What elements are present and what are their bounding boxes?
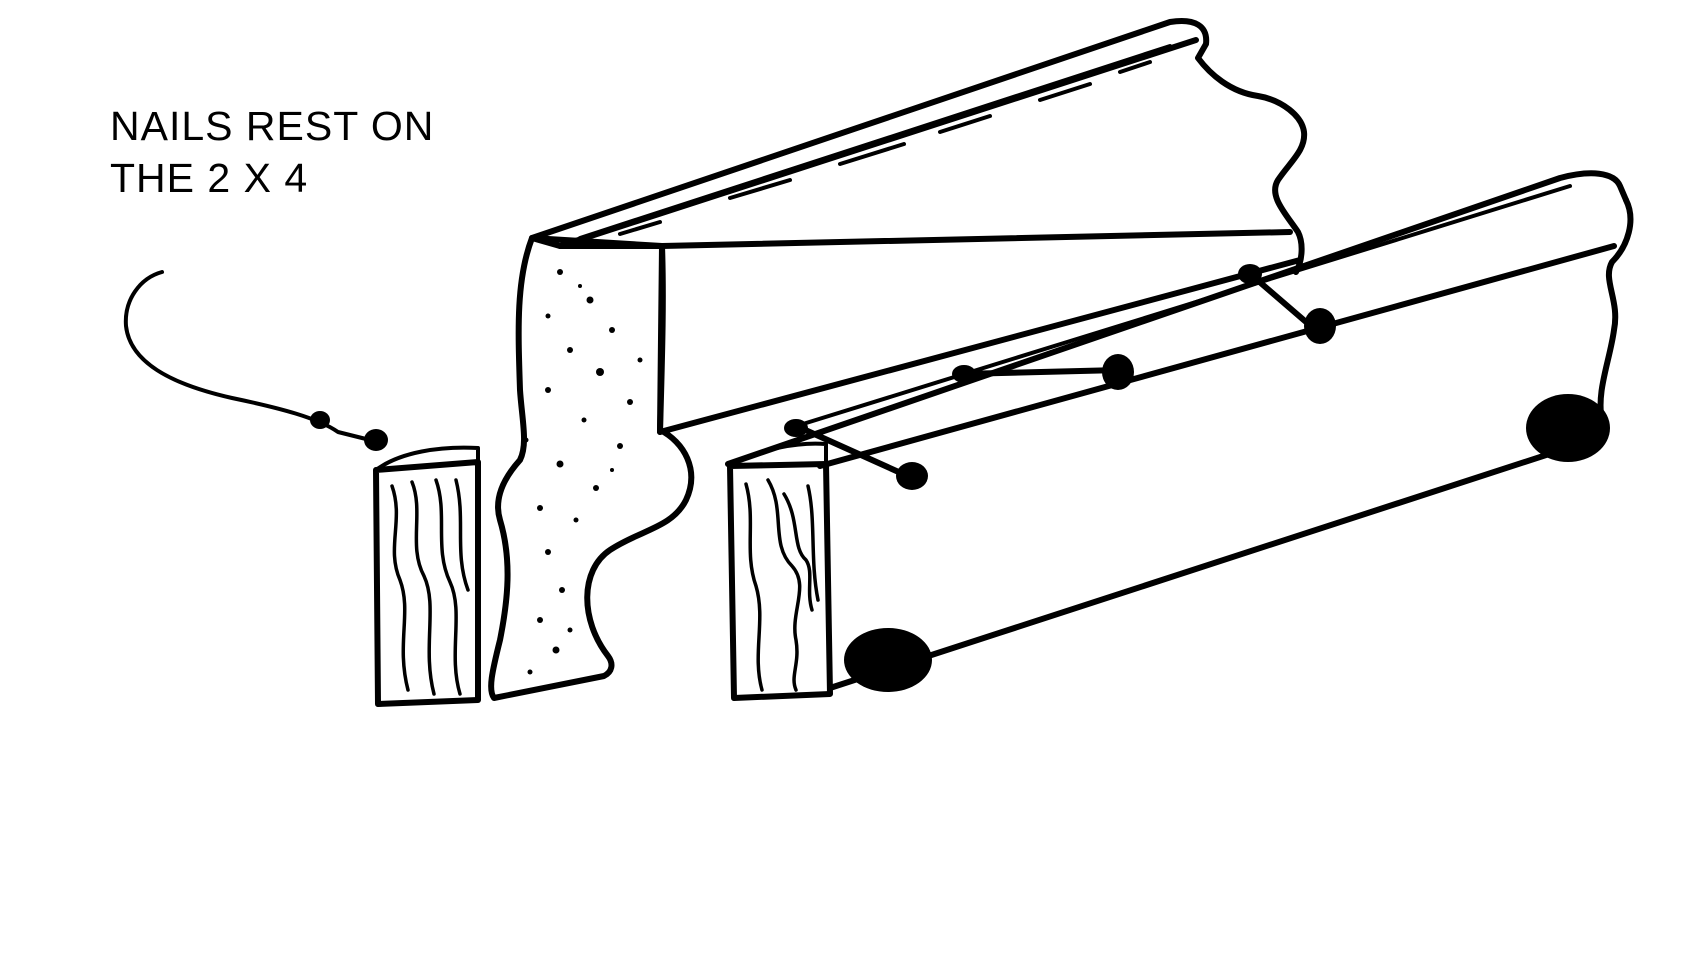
callout-line-2: THE 2 X 4 [110, 155, 309, 201]
right-2x4-top [728, 441, 828, 468]
leader-nail-head [310, 411, 330, 429]
form-board-front-face-top [817, 243, 1617, 469]
form-board-front-right-edge [1595, 197, 1634, 443]
form-board-back-top-line [578, 44, 1172, 240]
nail-front-left [784, 419, 928, 490]
callout-label: NAILS REST ON THE 2 X 4 [110, 100, 434, 204]
nail-back [1238, 264, 1336, 344]
left-2x4-grain [390, 478, 470, 696]
callout-leader-line [123, 270, 372, 442]
left-2x4-top [374, 445, 480, 472]
form-board-back-face-line [557, 229, 1293, 249]
form-board-back-dashes [618, 60, 1152, 236]
left-2x4-end [373, 459, 481, 707]
nail-middle [952, 354, 1134, 390]
right-2x4-end [727, 461, 833, 701]
form-board-front-bottom [827, 441, 1583, 691]
leader-nail-point [364, 429, 388, 451]
nail-bottom-left [844, 628, 932, 692]
form-board-back [529, 18, 1308, 275]
right-2x4-grain [744, 478, 820, 692]
concrete-footing-section [488, 235, 695, 701]
concrete-speckles [523, 269, 643, 675]
nail-bottom-right [1526, 394, 1610, 462]
callout-line-1: NAILS REST ON [110, 103, 435, 149]
form-board-front-top-inner [788, 184, 1572, 430]
form-board-back-bottom [657, 257, 1303, 435]
form-board-front-top [725, 170, 1629, 467]
